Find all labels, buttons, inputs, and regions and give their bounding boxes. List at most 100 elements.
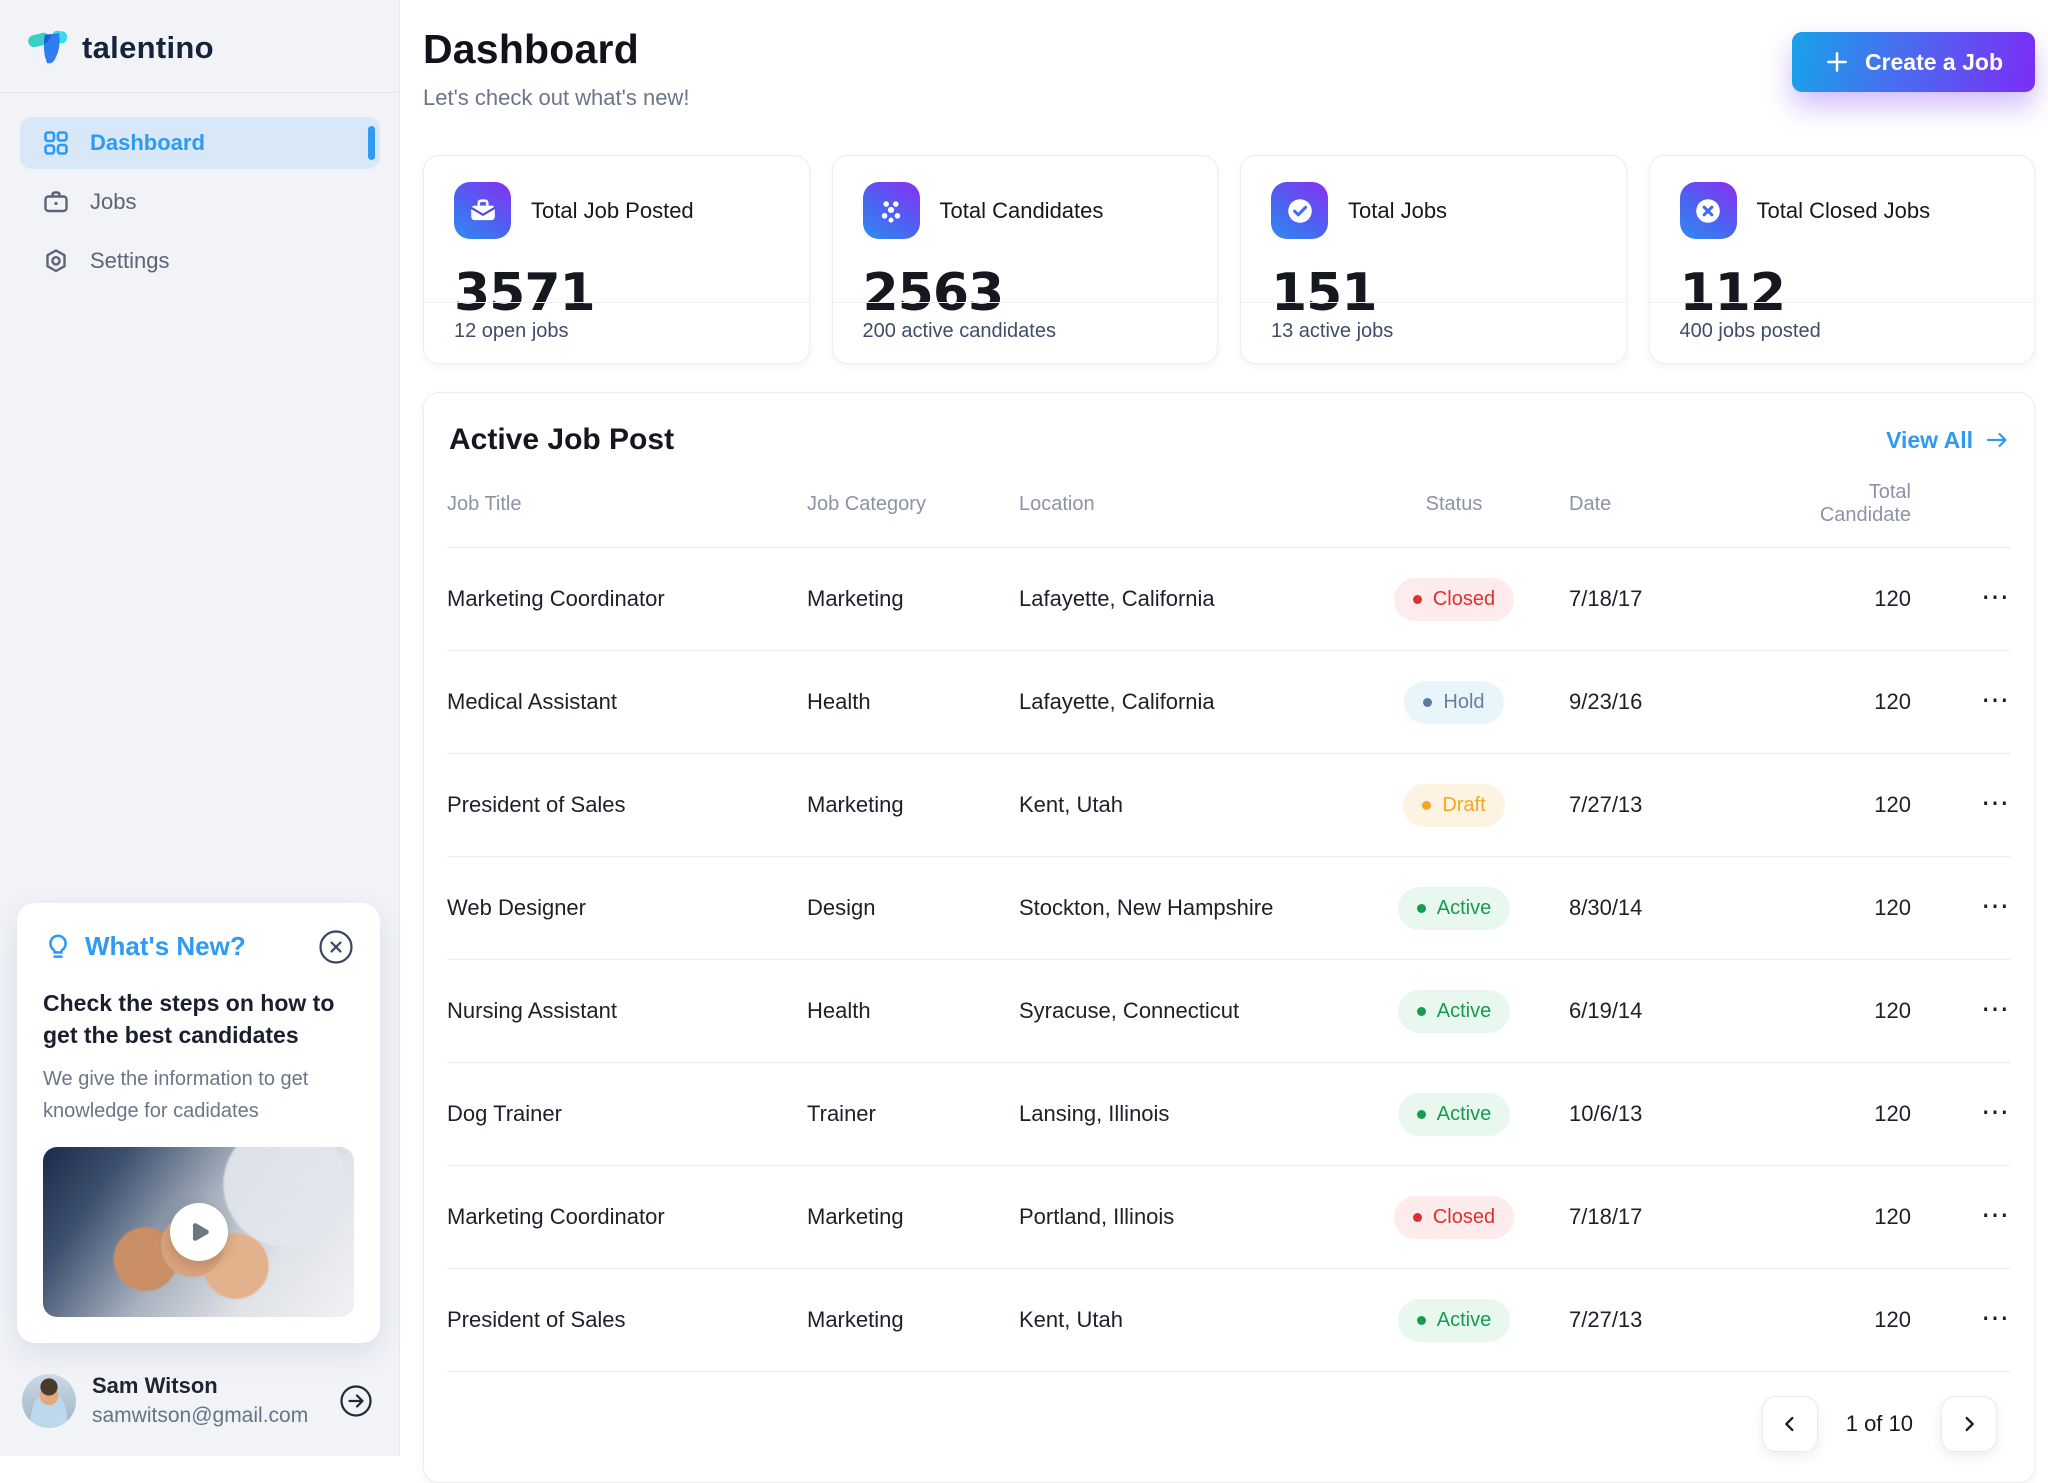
row-actions: ⋯: [1931, 789, 2011, 818]
table-row: Medical Assistant Health Lafayette, Cali…: [447, 651, 2011, 754]
status-dot-icon: [1423, 697, 1433, 707]
view-all-link[interactable]: View All: [1886, 427, 2009, 454]
table-body: Marketing Coordinator Marketing Lafayett…: [447, 548, 2011, 1372]
page-subtitle: Let's check out what's new!: [423, 85, 690, 110]
status-label: Active: [1436, 1102, 1492, 1125]
status-label: Active: [1436, 999, 1492, 1022]
status-label: Closed: [1432, 1205, 1496, 1228]
job-title-cell: Marketing Coordinator: [447, 1204, 665, 1229]
ellipsis-icon[interactable]: ⋯: [1981, 787, 2011, 818]
user-profile: Sam Witson samwitson@gmail.com: [0, 1359, 399, 1456]
job-category-cell: Design: [807, 895, 876, 920]
status-badge: Draft: [1403, 783, 1505, 827]
chevron-left-icon[interactable]: [1761, 1396, 1818, 1452]
avatar: [22, 1373, 76, 1428]
row-actions: ⋯: [1931, 1098, 2011, 1127]
date-cell: 7/27/13: [1569, 1307, 1643, 1332]
ellipsis-icon[interactable]: ⋯: [1981, 684, 2011, 715]
status-dot-icon: [1412, 1212, 1422, 1222]
stat-label: Total Jobs: [1348, 197, 1448, 223]
location-cell: Stockton, New Hampshire: [1019, 895, 1274, 920]
ellipsis-icon[interactable]: ⋯: [1981, 890, 2011, 921]
stat-value: 3571: [454, 263, 596, 323]
create-job-label: Create a Job: [1864, 48, 2003, 75]
job-title-cell: Dog Trainer: [447, 1101, 562, 1126]
status-dot-icon: [1416, 1315, 1426, 1325]
table-row: President of Sales Marketing Kent, Utah …: [447, 754, 2011, 857]
whats-new-title: What's New?: [85, 931, 246, 962]
status-dot-icon: [1412, 594, 1422, 604]
location-cell: Kent, Utah: [1019, 792, 1123, 817]
main-content: Dashboard Let's check out what's new! Cr…: [400, 0, 2048, 1483]
table-row: Web Designer Design Stockton, New Hampsh…: [447, 857, 2011, 960]
brand-name: talentino: [82, 30, 214, 65]
status-dot-icon: [1416, 1006, 1426, 1016]
row-actions: ⋯: [1931, 892, 2011, 921]
plus-icon: [1824, 49, 1850, 75]
create-job-button[interactable]: Create a Job: [1791, 32, 2035, 92]
sidebar-item-label: Settings: [90, 248, 170, 273]
table-row: President of Sales Marketing Kent, Utah …: [447, 1269, 2011, 1372]
sidebar-item-dashboard[interactable]: Dashboard: [20, 117, 380, 169]
status-cell: Hold: [1379, 680, 1529, 724]
stat-card-total-jobs: Total Jobs 151 13 active jobs: [1240, 155, 1627, 364]
briefcase-icon: [454, 182, 511, 239]
status-cell: Draft: [1379, 783, 1529, 827]
status-cell: Active: [1379, 1298, 1529, 1342]
status-label: Closed: [1432, 587, 1496, 610]
row-actions: ⋯: [1931, 583, 2011, 612]
ellipsis-icon[interactable]: ⋯: [1981, 1096, 2011, 1127]
row-actions: ⋯: [1931, 995, 2011, 1024]
location-cell: Kent, Utah: [1019, 1307, 1123, 1332]
table-row: Dog Trainer Trainer Lansing, Illinois Ac…: [447, 1063, 2011, 1166]
sidebar-item-label: Dashboard: [90, 130, 205, 155]
ellipsis-icon[interactable]: ⋯: [1981, 993, 2011, 1024]
status-cell: Active: [1379, 989, 1529, 1033]
column-header-job-category: Job Category: [807, 492, 926, 515]
page-indicator: 1 of 10: [1845, 1411, 1913, 1436]
total-candidate-cell: 120: [1874, 792, 1911, 817]
stat-label: Total Candidates: [939, 197, 1104, 223]
total-candidate-cell: 120: [1874, 689, 1911, 714]
close-icon[interactable]: [318, 929, 354, 965]
status-cell: Closed: [1379, 577, 1529, 621]
location-cell: Lafayette, California: [1019, 586, 1215, 611]
row-actions: ⋯: [1931, 686, 2011, 715]
chevron-right-icon[interactable]: [1941, 1396, 1997, 1452]
job-title-cell: President of Sales: [447, 1307, 626, 1332]
candidates-icon: [862, 182, 920, 239]
job-category-cell: Health: [807, 689, 871, 714]
status-dot-icon: [1416, 903, 1426, 913]
column-header-job-title: Job Title: [447, 492, 522, 515]
ellipsis-icon[interactable]: ⋯: [1981, 581, 2011, 612]
play-icon[interactable]: [169, 1203, 228, 1261]
status-badge: Active: [1397, 1298, 1511, 1342]
date-cell: 6/19/14: [1569, 998, 1643, 1023]
status-cell: Closed: [1379, 1195, 1529, 1239]
sidebar-item-jobs[interactable]: Jobs: [20, 176, 380, 228]
sidebar-item-settings[interactable]: Settings: [20, 235, 380, 287]
job-category-cell: Trainer: [807, 1101, 876, 1126]
job-category-cell: Marketing: [807, 1204, 904, 1229]
stat-value: 112: [1679, 263, 1787, 323]
stat-card-total-candidates: Total Candidates 2563 200 active candida…: [831, 155, 1218, 364]
lightbulb-icon: [43, 932, 73, 962]
sidebar-nav: Dashboard Jobs Settings: [0, 93, 399, 287]
whats-new-video-thumbnail: [43, 1147, 354, 1317]
column-header-location: Location: [1019, 492, 1095, 515]
stat-label: Total Job Posted: [531, 197, 694, 223]
whats-new-heading: Check the steps on how to get the best c…: [43, 989, 335, 1048]
ellipsis-icon[interactable]: ⋯: [1981, 1302, 2011, 1333]
total-candidate-cell: 120: [1874, 895, 1911, 920]
table-row: Marketing Coordinator Marketing Lafayett…: [447, 548, 2011, 651]
status-dot-icon: [1416, 1109, 1426, 1119]
date-cell: 9/23/16: [1569, 689, 1643, 714]
column-header-total-candidate: Total Candidate: [1819, 481, 1911, 526]
stat-footer: 200 active candidates: [862, 320, 1056, 342]
date-cell: 7/27/13: [1569, 792, 1643, 817]
ellipsis-icon[interactable]: ⋯: [1981, 1199, 2011, 1230]
whats-new-body: We give the information to get knowledge…: [43, 1068, 309, 1122]
job-category-cell: Health: [807, 998, 871, 1023]
pagination: 1 of 10: [447, 1372, 2011, 1482]
arrow-right-circle-icon[interactable]: [339, 1384, 373, 1418]
